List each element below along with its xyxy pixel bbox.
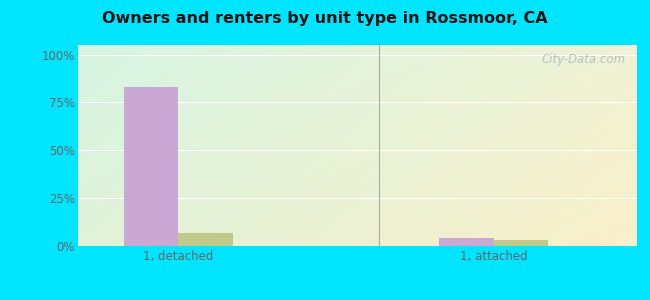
Text: City-Data.com: City-Data.com bbox=[541, 53, 626, 66]
Bar bbox=[178, 232, 233, 246]
Bar bbox=[124, 87, 178, 246]
Bar bbox=[439, 238, 493, 246]
Bar bbox=[493, 240, 548, 246]
Text: Owners and renters by unit type in Rossmoor, CA: Owners and renters by unit type in Rossm… bbox=[102, 11, 548, 26]
